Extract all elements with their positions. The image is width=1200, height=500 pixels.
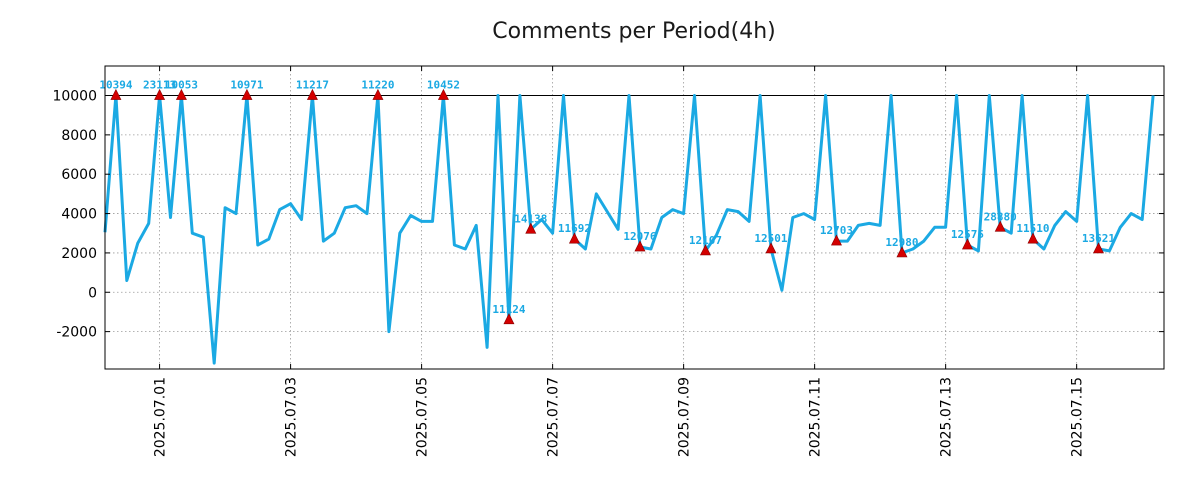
peak-label: 12980 [885, 236, 918, 249]
chart-title: Comments per Period(4h) [492, 19, 776, 44]
plot-frame [104, 65, 1165, 370]
peak-marker [699, 244, 711, 256]
peak-marker [437, 88, 449, 100]
y-tick-label: 4000 [61, 207, 97, 223]
peak-marker-layer [110, 88, 1104, 325]
peak-marker [994, 220, 1006, 232]
peak-marker [896, 246, 908, 258]
x-tick-label: 2025.07.07 [546, 377, 562, 457]
series-line-comments [103, 94, 1155, 365]
peak-marker [241, 88, 253, 100]
peak-label: 11510 [1016, 222, 1049, 235]
x-tick-label: 2025.07.11 [808, 377, 824, 457]
y-axis: -2000 0 2000 4000 6000 8000 10000 [52, 89, 1164, 341]
x-tick-label: 2025.07.03 [284, 377, 300, 457]
x-tick-label: 2025.07.01 [153, 377, 169, 457]
peak-label: 28880 [984, 210, 1017, 223]
peak-marker [175, 88, 187, 100]
peak-label: 12107 [689, 234, 722, 247]
peak-label: 11220 [361, 79, 394, 92]
peak-marker [961, 238, 973, 250]
peak-marker [1027, 232, 1039, 244]
peak-marker [634, 240, 646, 252]
peak-label: 23113 [143, 79, 176, 92]
peak-marker [110, 88, 122, 100]
y-tick-label: 2000 [61, 246, 97, 262]
peak-marker [372, 88, 384, 100]
peak-label: 12076 [623, 230, 656, 243]
peak-label: 10394 [99, 79, 132, 92]
x-axis: 2025.07.01 2025.07.03 2025.07.05 2025.07.07… [153, 66, 1086, 457]
peak-label: 11217 [296, 79, 329, 92]
peak-label: 13621 [1082, 232, 1115, 245]
peak-marker [1093, 242, 1104, 254]
y-tick-label: -2000 [56, 325, 97, 341]
x-tick-label: 2025.07.09 [677, 377, 693, 457]
peak-label: 11692 [558, 222, 591, 235]
peak-marker [503, 313, 515, 325]
y-tick-label: 6000 [61, 167, 97, 183]
peak-marker [525, 222, 537, 234]
peak-marker [830, 234, 842, 246]
peak-label: 12703 [820, 224, 853, 237]
peak-marker [306, 88, 318, 100]
peak-label: 10971 [230, 79, 263, 92]
peak-marker [568, 232, 580, 244]
x-tick-label: 2025.07.13 [939, 377, 955, 457]
peak-label: 10053 [165, 79, 198, 92]
peak-label: 12501 [754, 232, 787, 245]
peak-label: 13634 [1147, 0, 1180, 3]
peak-marker [154, 88, 166, 100]
peak-label: 14138 [514, 212, 547, 225]
x-tick-label: 2025.07.15 [1070, 377, 1086, 457]
y-tick-label: 0 [88, 285, 97, 301]
peak-marker [765, 242, 777, 254]
y-tick-label: 10000 [52, 89, 97, 105]
y-tick-label: 8000 [61, 128, 97, 144]
series-layer [103, 94, 1155, 365]
x-tick-label: 2025.07.05 [415, 377, 431, 457]
peak-label: 10452 [427, 79, 460, 92]
peak-label: 11124 [492, 303, 525, 316]
peak-label: 12575 [951, 228, 984, 241]
